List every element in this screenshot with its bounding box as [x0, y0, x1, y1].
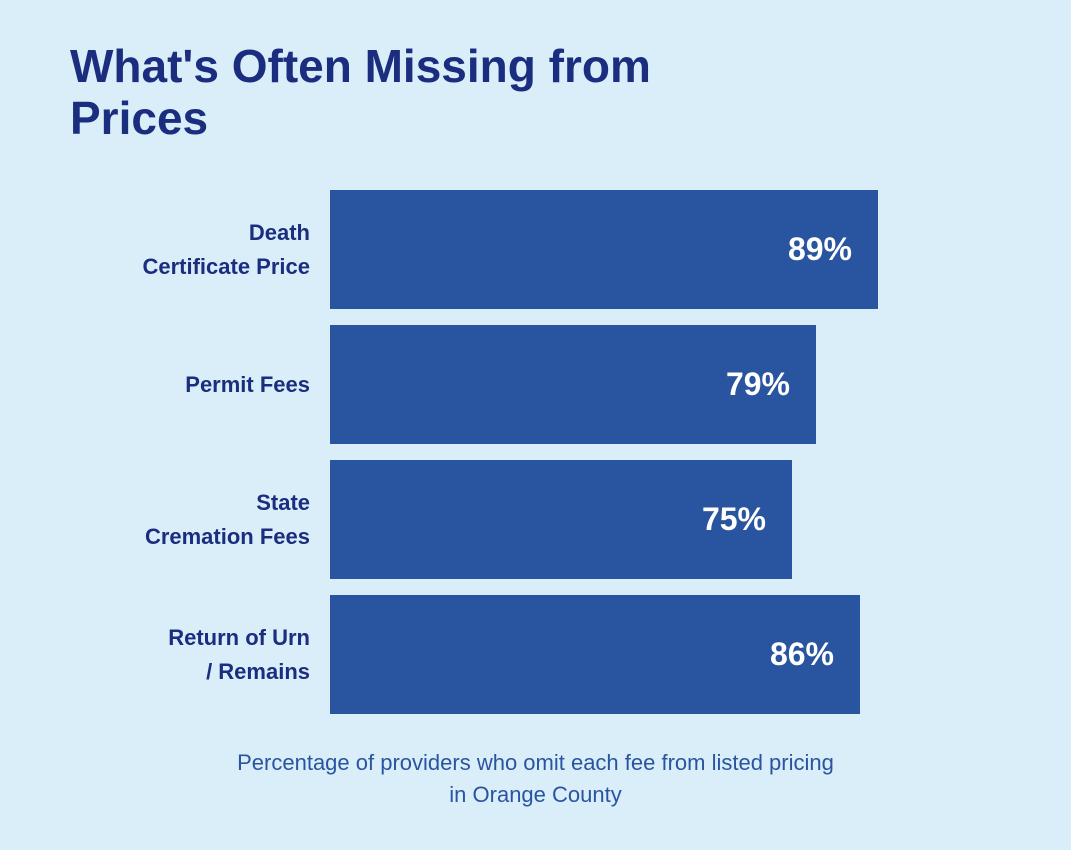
category-label: Death Certificate Price: [142, 219, 310, 279]
value-label: 75%: [701, 501, 766, 537]
bar: [330, 325, 816, 444]
bar-row: Death Certificate Price 89%: [0, 190, 1071, 309]
category-label: Permit Fees: [185, 371, 310, 397]
caption-line-2: in Orange County: [449, 782, 622, 807]
bar: [330, 460, 792, 579]
caption-line-1: Percentage of providers who omit each fe…: [237, 750, 834, 775]
chart-caption: Percentage of providers who omit each fe…: [0, 747, 1071, 811]
bar-row: State Cremation Fees 75%: [0, 460, 1071, 579]
bar: [330, 190, 878, 309]
value-label: 79%: [725, 366, 790, 402]
bar: [330, 595, 860, 714]
bar-row: Return of Urn / Remains 86%: [0, 595, 1071, 714]
value-label: 86%: [769, 636, 834, 672]
value-label: 89%: [787, 231, 852, 267]
category-label: Return of Urn / Remains: [168, 624, 310, 684]
chart-title: What's Often Missing from Prices: [70, 40, 651, 144]
category-label: State Cremation Fees: [144, 489, 310, 549]
bar-row: Permit Fees 79%: [0, 325, 1071, 444]
